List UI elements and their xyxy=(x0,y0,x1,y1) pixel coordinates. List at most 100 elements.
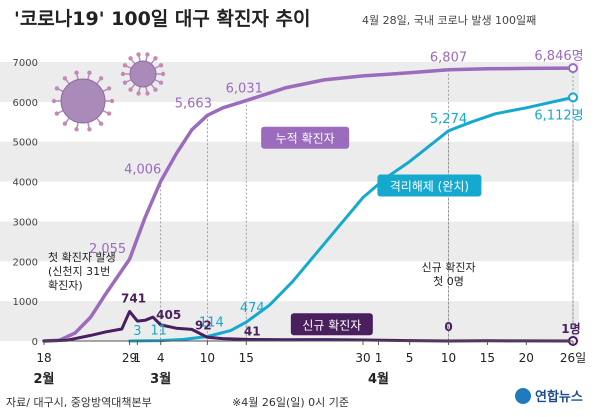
x-tick-label: 1 xyxy=(375,351,383,365)
data-label: 1명 xyxy=(561,322,580,336)
y-tick-label: 5000 xyxy=(13,138,38,149)
data-label: 474 xyxy=(240,301,265,316)
y-tick-label: 1000 xyxy=(13,297,38,308)
grid-band xyxy=(0,221,579,262)
annotation-line: 신규 확진자 xyxy=(421,261,475,274)
virus-illustration xyxy=(51,52,166,132)
x-tick-label: 30 xyxy=(355,351,370,365)
virus-spike-tip xyxy=(136,91,141,96)
virus-spike-tip xyxy=(160,71,166,77)
data-label: 11 xyxy=(150,324,167,339)
x-month-label: 2월 xyxy=(33,371,54,387)
data-label: 6,112명 xyxy=(534,108,583,123)
guide-lines xyxy=(160,68,574,341)
data-label: 741 xyxy=(121,291,146,305)
virus-body xyxy=(60,78,106,124)
x-tick-label: 15 xyxy=(239,351,254,365)
series-line-cumulative xyxy=(42,66,575,343)
x-month-label: 3월 xyxy=(150,371,171,387)
y-tick-label: 3000 xyxy=(13,217,38,228)
virus-spike-tip xyxy=(98,76,104,81)
brand-logo: 연합뉴스 xyxy=(515,386,583,405)
x-tick-label: 10 xyxy=(441,351,456,365)
annotation-line: 첫 0명 xyxy=(433,275,464,288)
series-end-marker xyxy=(568,92,578,103)
data-label: 5,274 xyxy=(430,112,467,127)
virus-spike-tip xyxy=(128,56,133,61)
virus-spike-tip xyxy=(153,87,158,92)
x-tick-label: 29 xyxy=(122,351,137,365)
x-tick-label: 10 xyxy=(200,351,215,365)
x-tick-label: 5 xyxy=(406,351,414,365)
data-label: 4,006 xyxy=(124,162,161,177)
data-label: 6,031 xyxy=(226,82,263,97)
virus-spike-tip xyxy=(145,52,150,57)
series-end-marker xyxy=(568,63,578,74)
annotation-line: 확진자) xyxy=(48,279,83,292)
virus-spike-tip xyxy=(120,71,126,77)
virus-spike-tip xyxy=(74,127,79,132)
y-tick-label: 2000 xyxy=(13,257,38,268)
source-note: 자료/ 대구시, 중앙방역대책본부 xyxy=(6,396,152,409)
data-label: 2,055 xyxy=(89,242,126,257)
x-tick-label: 1 xyxy=(134,351,142,365)
y-tick-label: 4000 xyxy=(13,178,38,189)
virus-spike-tip xyxy=(158,63,164,68)
data-label: 6,846명 xyxy=(534,49,583,64)
virus-spike-tip xyxy=(106,86,112,91)
data-label: 405 xyxy=(156,308,181,322)
y-tick-label: 6000 xyxy=(13,98,38,109)
data-label: 6,807 xyxy=(430,51,467,66)
virus-spike-tip xyxy=(54,111,60,116)
data-labels: 2,055 4,006 5,663 6,031 6,807 6,846명 3 11 114 474… xyxy=(89,49,584,339)
x-tick-label: 18 xyxy=(36,351,51,365)
series-tag-released xyxy=(377,174,482,197)
virus-spike-tip xyxy=(74,70,79,75)
brand-icon xyxy=(515,387,531,404)
band-layer xyxy=(0,62,579,341)
brand-text: 연합뉴스 xyxy=(535,390,583,405)
x-tick-label: 15 xyxy=(480,351,495,365)
data-label: 41 xyxy=(244,324,261,338)
virus-spike-tip xyxy=(158,80,164,85)
y-tick-label: 7000 xyxy=(13,58,38,69)
page-title: '코로나19' 100일 대구 확진자 추이 xyxy=(14,8,311,30)
series-line-released xyxy=(128,95,575,343)
virus-spike-tip xyxy=(136,52,141,57)
series-tag-label: 격리해제 (완치) xyxy=(390,180,469,194)
virus-spike-tip xyxy=(54,86,60,91)
virus-spike-tip xyxy=(153,56,158,61)
series-markers xyxy=(568,63,578,346)
y-axis: 0 1000 2000 3000 4000 5000 6000 7000 xyxy=(13,58,38,348)
virus-spike-tip xyxy=(145,91,150,96)
data-label: 3 xyxy=(133,324,141,339)
x-tick-label: 4 xyxy=(157,351,165,365)
series-tag-label: 신규 확진자 xyxy=(302,318,361,332)
virus-spike-tip xyxy=(51,98,57,104)
virus-spike-tip xyxy=(109,98,115,104)
x-month-label: 4월 xyxy=(368,371,389,387)
virus-spike-tip xyxy=(122,80,128,85)
virus-spike-tip xyxy=(128,87,133,92)
virus-spike-tip xyxy=(62,76,68,81)
virus-spike-tip xyxy=(106,111,112,116)
virus-spike-tip xyxy=(87,70,92,75)
data-label: 114 xyxy=(199,315,224,330)
x-tick-label: 20 xyxy=(519,351,534,365)
series-tag-cumulative xyxy=(261,126,350,149)
data-label: 0 xyxy=(444,320,452,334)
base-date-note: ※4월 26일(일) 0시 기준 xyxy=(232,396,350,409)
series-tag-label: 누적 확진자 xyxy=(276,132,335,146)
x-tick-label: 26일 xyxy=(560,351,586,365)
series-tag-new xyxy=(290,313,373,336)
virus-body xyxy=(129,60,157,88)
virus-spike-tip xyxy=(98,121,104,126)
virus-spike-tip xyxy=(87,127,92,132)
page-subtitle: 4월 28일, 국내 코로나 발생 100일째 xyxy=(362,14,537,27)
annotation-line: (신천지 31번 xyxy=(48,264,110,278)
virus-spike-tip xyxy=(62,121,68,126)
